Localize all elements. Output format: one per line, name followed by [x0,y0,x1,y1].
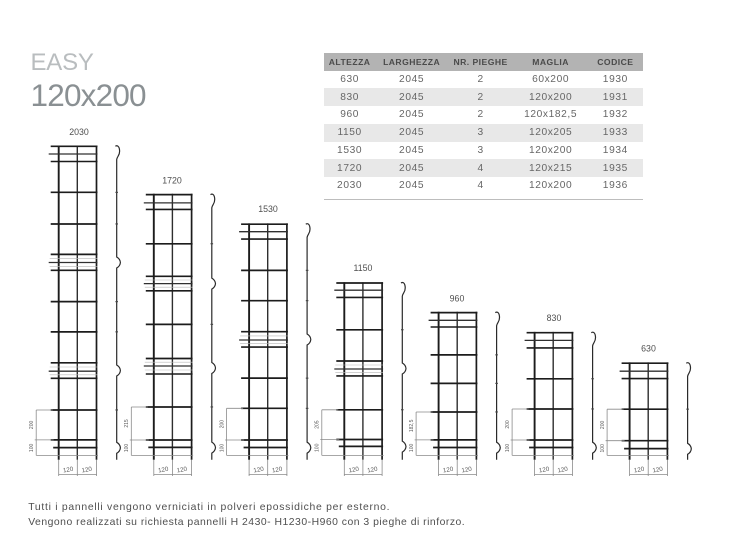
svg-text:100: 100 [29,444,35,453]
svg-text:120: 120 [63,466,75,475]
svg-text:120: 120 [348,466,360,475]
svg-text:215: 215 [124,419,130,428]
svg-text:120: 120 [461,466,473,475]
svg-text:830: 830 [547,313,562,323]
svg-text:120: 120 [253,466,265,475]
svg-text:1150: 1150 [354,263,373,273]
svg-text:120: 120 [158,466,170,475]
svg-text:630: 630 [641,344,656,354]
svg-text:205: 205 [315,420,321,429]
svg-text:182,5: 182,5 [409,419,415,432]
svg-text:120: 120 [442,466,454,475]
svg-text:100: 100 [505,444,511,453]
svg-text:100: 100 [600,444,606,453]
svg-text:100: 100 [124,444,130,453]
svg-text:120: 120 [538,466,550,475]
svg-text:200: 200 [600,421,606,430]
svg-text:200: 200 [505,420,511,429]
svg-text:200: 200 [29,421,35,430]
svg-text:120: 120 [367,466,379,475]
svg-text:1530: 1530 [258,204,278,214]
svg-text:1720: 1720 [162,176,182,186]
svg-text:120: 120 [652,466,664,475]
svg-text:200: 200 [219,420,225,429]
svg-text:120: 120 [557,466,569,475]
svg-text:100: 100 [219,444,225,453]
svg-text:100: 100 [315,443,321,452]
svg-text:2030: 2030 [69,127,89,137]
svg-text:960: 960 [450,294,465,304]
svg-text:120: 120 [176,466,188,475]
svg-text:120: 120 [633,466,645,475]
svg-text:120: 120 [81,466,93,475]
svg-text:100: 100 [409,444,415,453]
svg-text:120: 120 [272,466,284,475]
